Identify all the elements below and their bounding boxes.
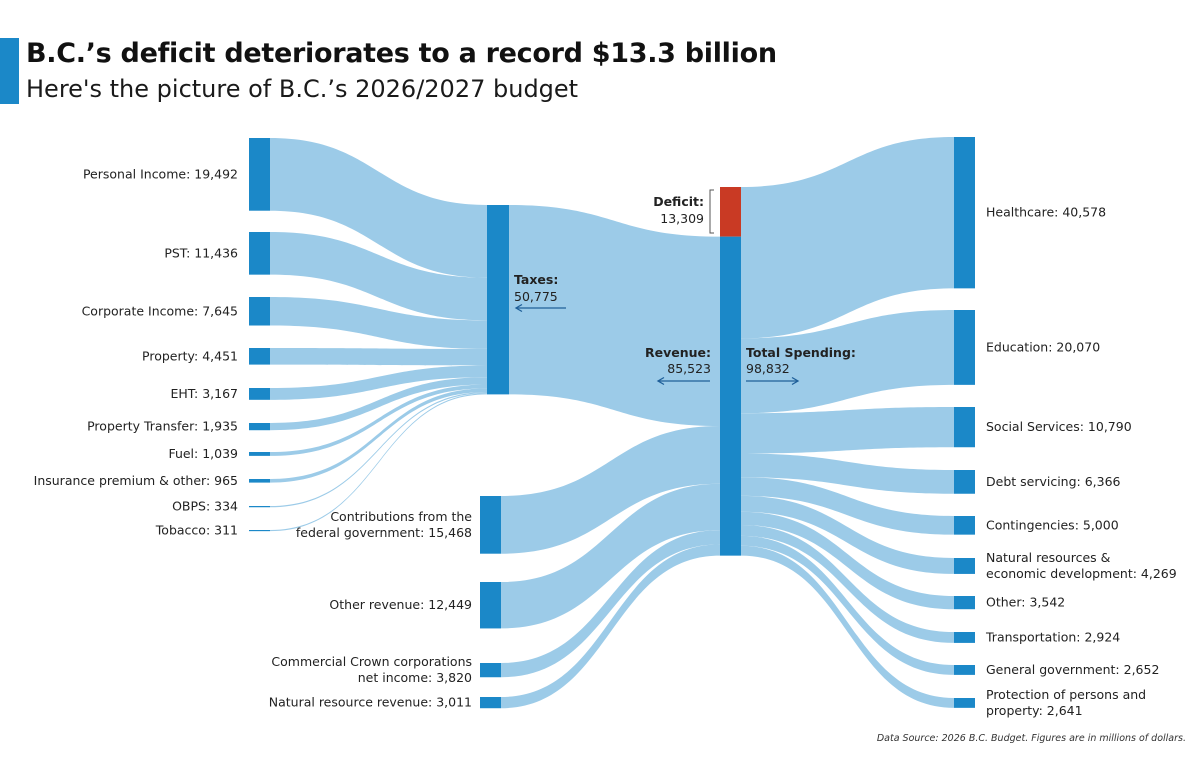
label-general-government-2-652: General government: 2,652	[986, 662, 1159, 677]
link-insurance-premium-other-965	[270, 388, 487, 483]
label-contingencies-5-000: Contingencies: 5,000	[986, 517, 1119, 532]
sankey-links	[270, 137, 954, 709]
link-property-4-451	[270, 348, 487, 366]
label-eht-3-167: EHT: 3,167	[170, 386, 238, 401]
chart-subtitle: Here's the picture of B.C.’s 2026/2027 b…	[26, 75, 579, 103]
label-debt-servicing-6-366: Debt servicing: 6,366	[986, 474, 1121, 489]
link-healthcare-40-578	[741, 137, 954, 339]
node-corporate-income-7-645	[249, 297, 270, 326]
link-social-services-10-790	[741, 407, 954, 454]
node-social-services-10-790	[954, 407, 975, 448]
link-general-government-2-652	[741, 535, 954, 675]
link-commercial-crown-corporations-net-income-3-820	[501, 530, 720, 678]
node-education-20-070	[954, 310, 975, 385]
link-contributions-from-the-federal-government-15-468	[501, 426, 720, 554]
label-property-transfer-1-935: Property Transfer: 1,935	[87, 419, 238, 434]
node-revenue	[720, 236, 741, 556]
label-revenue-value: 85,523	[667, 361, 711, 376]
label-other-3-542: Other: 3,542	[986, 595, 1065, 610]
node-protection-of-persons-and-property-2-641	[954, 698, 975, 708]
link-transportation-2-924	[741, 524, 954, 643]
label-natural-resources-economic-development-4-269: Natural resources & economic development:…	[986, 550, 1177, 581]
link-education-20-070	[741, 310, 954, 414]
label-total-spending-title: Total Spending:	[746, 345, 856, 360]
label-obps-334: OBPS: 334	[172, 499, 238, 514]
label-property-4-451: Property: 4,451	[142, 348, 238, 363]
chart-title: B.C.’s deficit deteriorates to a record …	[26, 38, 777, 69]
label-protection-of-persons-and-property-2-641: Protection of persons and property: 2,641	[986, 687, 1146, 718]
label-corporate-income-7-645: Corporate Income: 7,645	[82, 303, 238, 318]
link-corporate-income-7-645	[270, 297, 487, 349]
label-commercial-crown-corporations-net-income-3-820: Commercial Crown corporations net income:…	[271, 654, 472, 685]
label-transportation-2-924: Transportation: 2,924	[985, 629, 1120, 644]
node-personal-income-19-492	[249, 138, 270, 211]
link-protection-of-persons-and-property-2-641	[741, 545, 954, 708]
label-education-20-070: Education: 20,070	[986, 339, 1100, 354]
label-taxes-title: Taxes:	[514, 272, 558, 287]
label-contributions-from-the-federal-government-15-468: Contributions from the federal government…	[296, 509, 472, 540]
link-fuel-1-039	[270, 384, 487, 456]
label-other-revenue-12-449: Other revenue: 12,449	[329, 597, 472, 612]
label-pst-11-436: PST: 11,436	[164, 245, 238, 260]
link-personal-income-19-492	[270, 138, 487, 278]
node-property-4-451	[249, 348, 270, 365]
node-tobacco-311	[249, 530, 270, 532]
label-deficit-value: 13,309	[660, 211, 704, 226]
node-pst-11-436	[249, 232, 270, 275]
arrow-total-spending-head	[791, 376, 800, 386]
sankey-nodes	[249, 137, 975, 709]
data-source-note: Data Source: 2026 B.C. Budget. Figures a…	[876, 733, 1186, 744]
label-tobacco-311: Tobacco: 311	[155, 523, 238, 538]
node-debt-servicing-6-366	[954, 470, 975, 494]
label-revenue-title: Revenue:	[645, 345, 711, 360]
link-contingencies-5-000	[741, 477, 954, 535]
node-contributions-from-the-federal-government-15-468	[480, 496, 501, 554]
node-general-government-2-652	[954, 665, 975, 675]
node-taxes	[487, 205, 509, 395]
node-property-transfer-1-935	[249, 423, 270, 431]
link-obps-334	[270, 391, 487, 508]
node-deficit	[720, 187, 741, 237]
sankey-labels: Personal Income: 19,492 PST: 11,436 Corpor…	[34, 166, 1177, 718]
label-deficit-title: Deficit:	[653, 194, 704, 209]
node-natural-resources-economic-development-4-269	[954, 558, 975, 574]
arrow-revenue-head	[656, 376, 665, 386]
title-accent-bar	[0, 38, 19, 104]
arrow-taxes-head	[514, 303, 523, 313]
deficit-bracket	[709, 189, 714, 234]
node-obps-334	[249, 506, 270, 508]
node-other-revenue-12-449	[480, 582, 501, 629]
node-other-3-542	[954, 596, 975, 610]
link-other-3-542	[741, 511, 954, 610]
label-personal-income-19-492: Personal Income: 19,492	[83, 166, 238, 181]
link-taxes-to-revenue	[509, 205, 720, 427]
node-natural-resource-revenue-3-011	[480, 697, 501, 709]
link-natural-resource-revenue-3-011	[501, 544, 720, 709]
node-fuel-1-039	[249, 452, 270, 456]
node-transportation-2-924	[954, 632, 975, 643]
link-property-transfer-1-935	[270, 377, 487, 431]
node-healthcare-40-578	[954, 137, 975, 289]
label-healthcare-40-578: Healthcare: 40,578	[986, 205, 1106, 220]
link-tobacco-311	[270, 393, 487, 532]
node-eht-3-167	[249, 388, 270, 400]
label-natural-resource-revenue-3-011: Natural resource revenue: 3,011	[269, 695, 472, 710]
node-commercial-crown-corporations-net-income-3-820	[480, 663, 501, 678]
link-other-revenue-12-449	[501, 483, 720, 629]
link-debt-servicing-6-366	[741, 453, 954, 494]
node-contingencies-5-000	[954, 516, 975, 535]
label-fuel-1-039: Fuel: 1,039	[168, 446, 238, 461]
link-pst-11-436	[270, 232, 487, 321]
label-social-services-10-790: Social Services: 10,790	[986, 419, 1132, 434]
link-natural-resources-economic-development-4-269	[741, 495, 954, 574]
label-insurance-premium-other-965: Insurance premium & other: 965	[34, 473, 238, 488]
label-taxes-value: 50,775	[514, 289, 558, 304]
node-insurance-premium-other-965	[249, 479, 270, 483]
link-eht-3-167	[270, 365, 487, 400]
label-total-spending-value: 98,832	[746, 361, 790, 376]
